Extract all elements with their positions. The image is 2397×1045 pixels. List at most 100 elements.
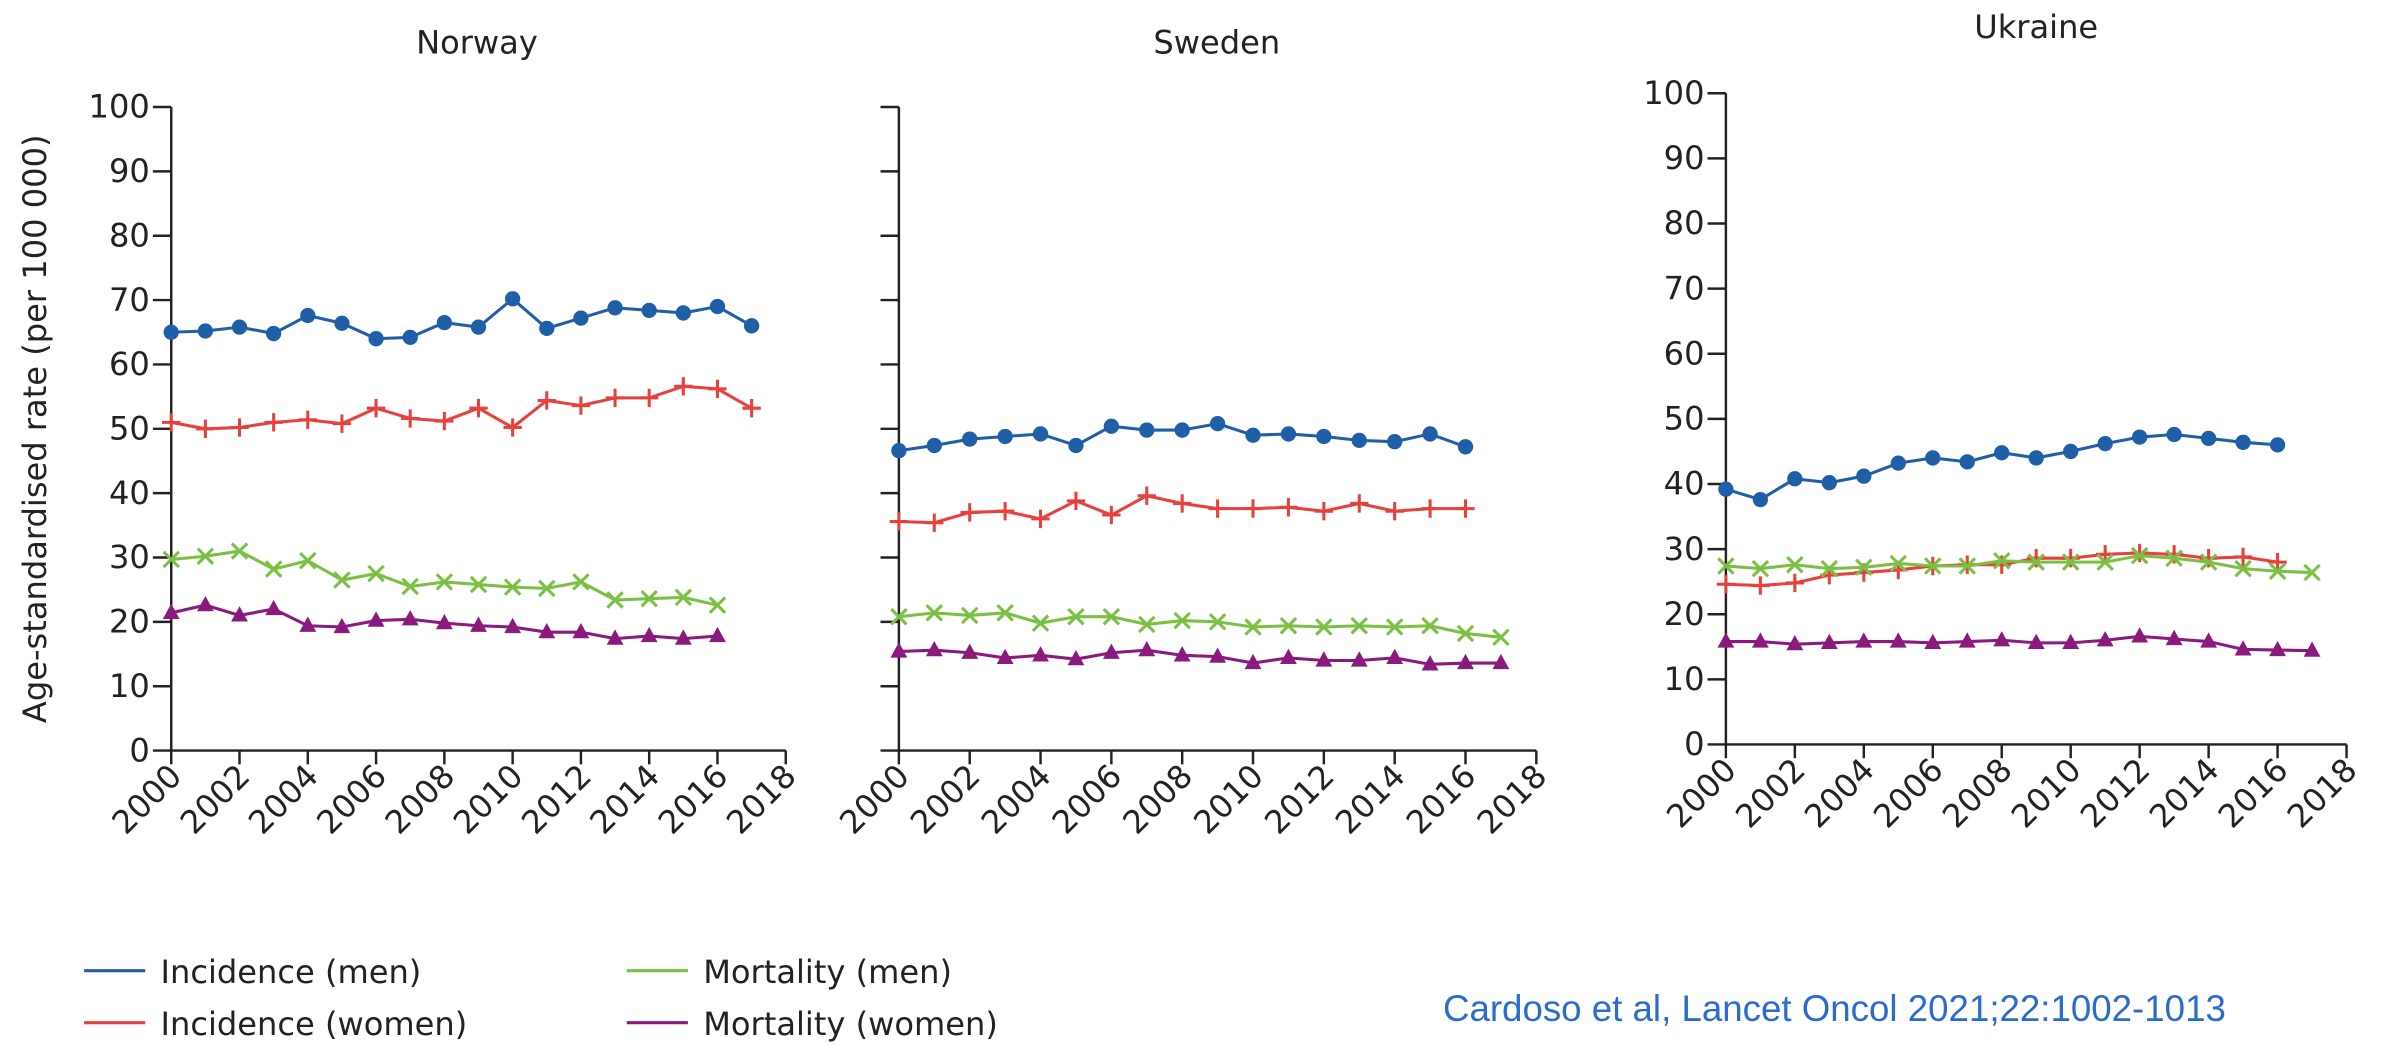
marker <box>1856 468 1872 484</box>
x-tick-label: 2012 <box>1257 757 1342 842</box>
marker <box>1994 445 2010 461</box>
marker <box>995 501 1015 521</box>
marker <box>1173 494 1192 513</box>
series-line <box>1725 554 2313 575</box>
y-tick-label: 50 <box>1664 400 1705 438</box>
y-tick-label: 80 <box>109 216 150 254</box>
marker <box>889 512 909 531</box>
marker <box>1103 418 1120 434</box>
marker <box>1315 651 1333 667</box>
marker <box>1032 426 1049 442</box>
y-axis-label: Age-standardised rate (per 100 000) <box>16 134 54 723</box>
marker <box>1492 628 1510 647</box>
x-tick-label: 2010 <box>1186 757 1271 842</box>
marker <box>1786 635 1804 651</box>
marker <box>1422 426 1438 442</box>
marker <box>1208 613 1227 631</box>
marker <box>402 329 418 346</box>
marker <box>572 622 590 639</box>
marker <box>640 589 658 608</box>
x-tick-label: 2014 <box>582 757 667 842</box>
marker <box>2199 553 2218 571</box>
marker <box>1102 505 1121 525</box>
marker <box>1959 454 1975 470</box>
marker <box>504 617 522 634</box>
marker <box>163 324 179 340</box>
marker <box>367 564 385 583</box>
marker <box>1785 573 1805 593</box>
series-line <box>898 648 1501 666</box>
y-tick-label: 100 <box>89 88 150 126</box>
marker <box>1031 614 1050 632</box>
marker <box>1751 632 1769 648</box>
marker <box>1889 632 1907 648</box>
marker <box>1315 618 1333 636</box>
x-tick-label: 2000 <box>104 757 189 842</box>
y-tick-label: 20 <box>1664 595 1705 633</box>
y-tick-label: 40 <box>109 474 150 512</box>
marker <box>435 411 454 431</box>
x-tick-label: 2002 <box>1728 751 1813 836</box>
y-tick-label: 80 <box>1664 204 1705 242</box>
x-tick-label: 2006 <box>1866 751 1951 836</box>
series-line <box>898 611 1502 639</box>
marker <box>674 629 692 645</box>
marker <box>1032 646 1049 662</box>
marker <box>2061 553 2080 571</box>
marker <box>300 307 316 324</box>
series <box>162 542 727 614</box>
marker <box>230 542 249 560</box>
marker <box>1174 422 1190 438</box>
marker <box>2268 552 2287 572</box>
x-tick-label: 2004 <box>241 757 326 842</box>
marker <box>1925 450 1941 466</box>
marker <box>470 616 487 632</box>
marker <box>2096 553 2114 571</box>
chart-title: Norway <box>416 24 538 62</box>
marker <box>1280 648 1297 665</box>
marker <box>674 377 693 396</box>
marker <box>196 547 215 565</box>
marker <box>709 626 726 643</box>
marker <box>1386 648 1404 665</box>
marker <box>162 413 181 432</box>
marker <box>1855 632 1873 648</box>
marker <box>2200 430 2217 447</box>
marker <box>641 302 657 319</box>
series-line <box>170 384 753 431</box>
marker <box>606 591 624 609</box>
x-tick-label: 2004 <box>1797 751 1882 836</box>
marker <box>1387 434 1403 450</box>
x-tick-label: 2002 <box>903 757 988 842</box>
marker <box>1492 653 1510 670</box>
marker <box>2199 549 2218 568</box>
marker <box>2063 443 2079 460</box>
marker <box>264 560 283 578</box>
marker <box>2200 632 2218 648</box>
marker <box>1209 416 1226 432</box>
marker <box>469 399 488 418</box>
marker <box>334 315 350 331</box>
marker <box>470 319 487 335</box>
marker <box>2027 553 2045 571</box>
marker <box>1924 633 1942 649</box>
x-tick-label: 2008 <box>1935 751 2020 836</box>
marker <box>2166 426 2182 443</box>
series <box>890 604 1510 647</box>
marker <box>1350 651 1368 667</box>
marker <box>926 437 942 454</box>
marker <box>890 607 908 626</box>
marker <box>891 443 907 459</box>
marker <box>961 643 979 659</box>
marker <box>298 410 317 429</box>
marker <box>1067 650 1085 666</box>
y-tick-label: 70 <box>109 281 150 319</box>
marker <box>264 413 283 432</box>
marker <box>1208 499 1227 518</box>
marker <box>2269 437 2286 453</box>
marker <box>537 391 556 410</box>
marker <box>1958 557 1976 575</box>
x-tick-label: 2018 <box>1470 757 1555 842</box>
series <box>890 641 1510 671</box>
x-tick-label: 2018 <box>2280 751 2365 836</box>
